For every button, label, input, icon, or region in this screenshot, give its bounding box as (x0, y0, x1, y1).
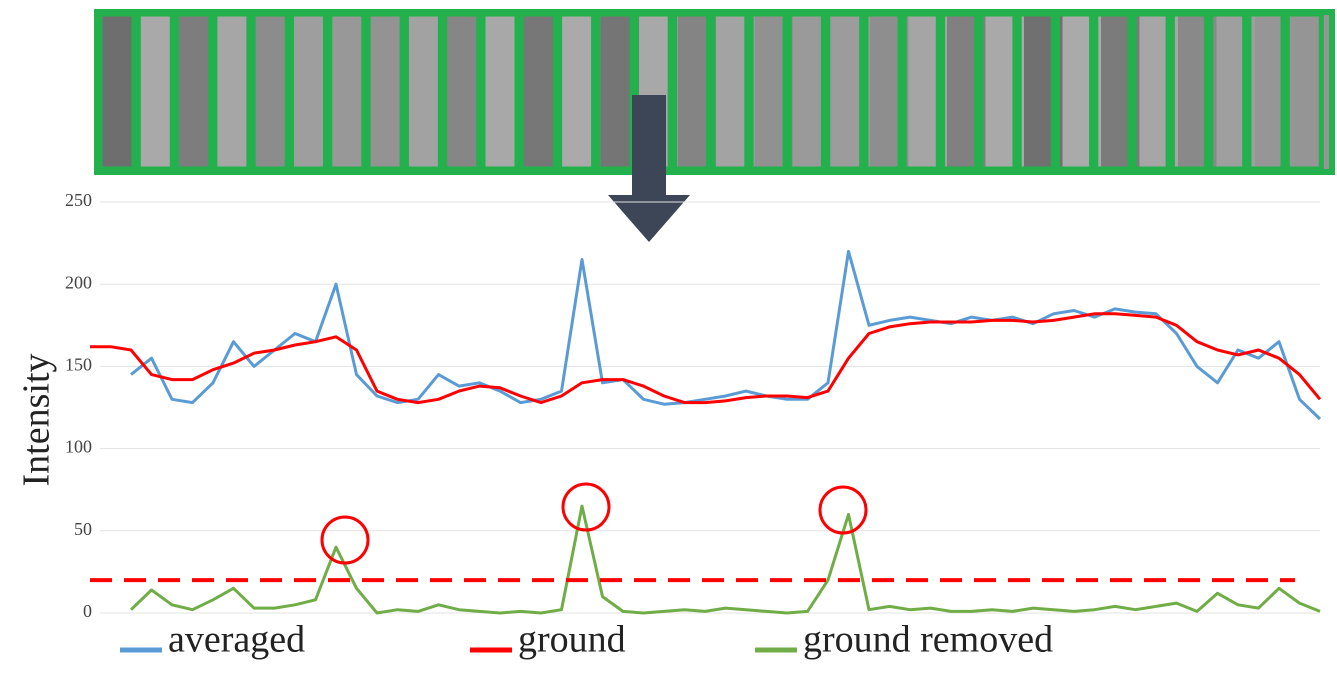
legend-label: ground removed (803, 619, 1053, 661)
point-cloud-strip (97, 12, 1332, 172)
y-tick-label: 50 (74, 519, 92, 539)
y-tick-label: 100 (65, 437, 92, 457)
page: {"chart_data": {"type": "line", "ylabel"… (0, 0, 1337, 676)
y-tick-label: 150 (65, 355, 92, 375)
y-tick-label: 250 (65, 190, 92, 210)
series-line (131, 251, 1320, 419)
series-line (90, 314, 1320, 403)
peak-circle (820, 487, 866, 533)
peak-markers (322, 484, 866, 563)
y-tick-label: 200 (65, 272, 92, 292)
series-line (131, 506, 1320, 613)
legend-label: averaged (168, 619, 305, 661)
strip-texture (1294, 14, 1333, 170)
legend-label: ground (518, 619, 626, 661)
y-axis-label: Intensity (16, 354, 58, 487)
chart: Intensity 0 50 100 150 200 250 averaged ground g… (0, 0, 1337, 676)
y-tick-label: 0 (83, 601, 92, 621)
peak-circle (322, 517, 368, 563)
